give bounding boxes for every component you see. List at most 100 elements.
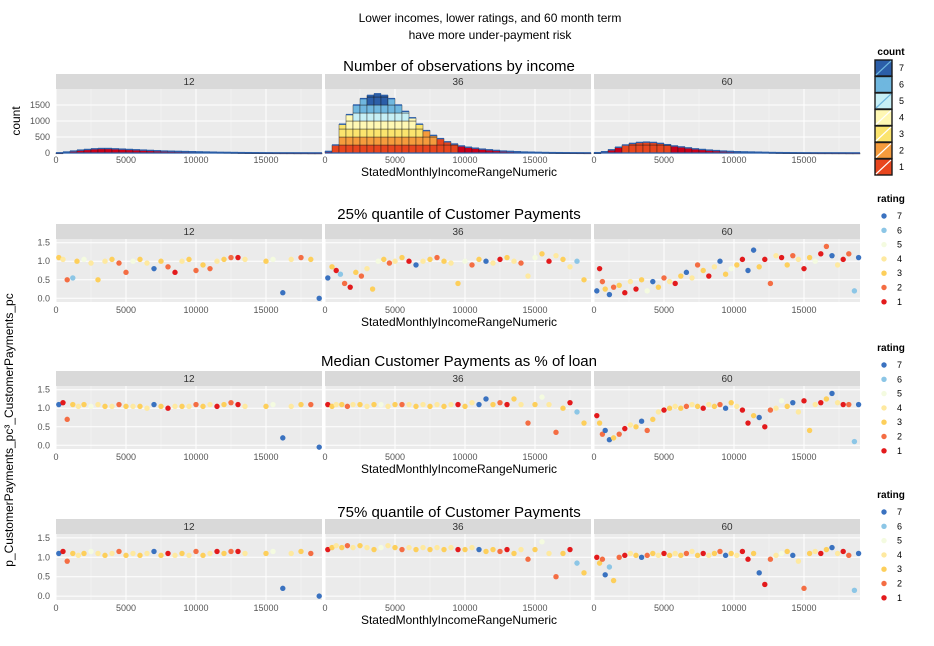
histogram-bar (429, 144, 438, 154)
data-point (341, 280, 348, 287)
data-point (633, 286, 639, 292)
data-point (158, 258, 164, 264)
data-point (235, 254, 241, 261)
histogram-bar (401, 128, 410, 138)
data-point (606, 437, 613, 443)
data-point (344, 403, 351, 410)
data-point (622, 552, 628, 559)
data-point (333, 401, 339, 408)
legend-key-rating (881, 448, 887, 454)
data-point (567, 399, 573, 406)
legend-key-rating (881, 299, 887, 305)
data-point (650, 416, 656, 423)
histogram-bar (401, 136, 410, 146)
data-point (123, 269, 129, 276)
data-point (627, 278, 634, 285)
x-tick-label: 5000 (654, 452, 674, 462)
histogram-bar (394, 112, 403, 122)
legend-key-rating (881, 213, 887, 219)
data-point (88, 548, 94, 555)
data-point (812, 548, 818, 555)
data-point (144, 405, 150, 411)
data-point (678, 273, 684, 279)
data-point (455, 401, 461, 408)
x-tick-label: 0 (53, 305, 58, 315)
data-point (644, 552, 650, 559)
data-point (683, 550, 690, 557)
data-point (539, 251, 545, 257)
data-point (655, 409, 662, 415)
data-point (610, 577, 617, 584)
data-point (102, 552, 108, 559)
histogram-bar (380, 144, 389, 154)
legend-title-rating: rating (877, 490, 905, 501)
data-point (539, 394, 545, 400)
data-point (734, 552, 740, 559)
legend-key-rating (881, 433, 887, 440)
data-point (179, 550, 185, 557)
data-point (392, 401, 398, 408)
facet-strip (325, 224, 591, 239)
x-tick-label: 15000 (791, 603, 816, 613)
data-point (406, 258, 412, 264)
data-point (95, 277, 101, 283)
legend-title-count: count (877, 47, 905, 58)
data-point (214, 258, 220, 264)
data-point (308, 256, 314, 263)
histogram-bar (663, 144, 672, 154)
data-point (525, 420, 531, 426)
legend-label-rating: 3 (897, 564, 902, 574)
data-point (801, 585, 807, 592)
data-point (756, 570, 762, 576)
data-point (490, 260, 496, 266)
data-point (650, 278, 656, 285)
data-point (683, 403, 690, 410)
data-point (655, 284, 662, 290)
x-tick-label: 5000 (654, 305, 674, 315)
data-point (706, 401, 712, 408)
data-point (214, 403, 220, 410)
chart-title: Median Customer Payments as % of loan (321, 353, 597, 370)
data-point (511, 550, 517, 557)
data-point (123, 552, 129, 559)
histogram-bar (408, 120, 417, 130)
x-tick-label: 0 (53, 155, 58, 165)
histogram-bar (394, 144, 403, 154)
histogram-bar (614, 147, 623, 154)
data-point (773, 552, 779, 559)
data-point (207, 401, 213, 408)
data-point (64, 416, 70, 423)
legend-label-count: 1 (899, 162, 904, 172)
data-point (851, 438, 858, 445)
data-point (81, 401, 87, 408)
data-point (109, 256, 115, 263)
data-point (525, 556, 531, 562)
facet-strip (594, 224, 860, 239)
y-tick-label: 1.0 (37, 256, 50, 266)
data-point (172, 552, 178, 559)
legend-label-rating: 7 (897, 211, 902, 221)
data-point (434, 544, 440, 551)
histogram-bar (352, 120, 361, 130)
histogram-bar (338, 136, 347, 146)
data-point (717, 401, 723, 408)
histogram-bar (394, 136, 403, 146)
data-point (462, 258, 468, 264)
data-point (728, 265, 734, 272)
data-point (165, 264, 171, 270)
histogram-bar (338, 123, 347, 130)
data-point (347, 284, 353, 290)
legend-key-rating (881, 256, 887, 262)
data-point (706, 552, 712, 559)
data-point (672, 403, 678, 410)
data-point (622, 425, 628, 432)
data-point (806, 254, 813, 261)
x-tick-label: 0 (591, 603, 596, 613)
data-point (448, 260, 454, 266)
data-point (734, 262, 740, 268)
data-point (717, 258, 723, 264)
data-point (812, 401, 818, 408)
data-point (633, 424, 639, 430)
histogram-bar (345, 144, 354, 154)
legend-key-rating (881, 537, 887, 544)
